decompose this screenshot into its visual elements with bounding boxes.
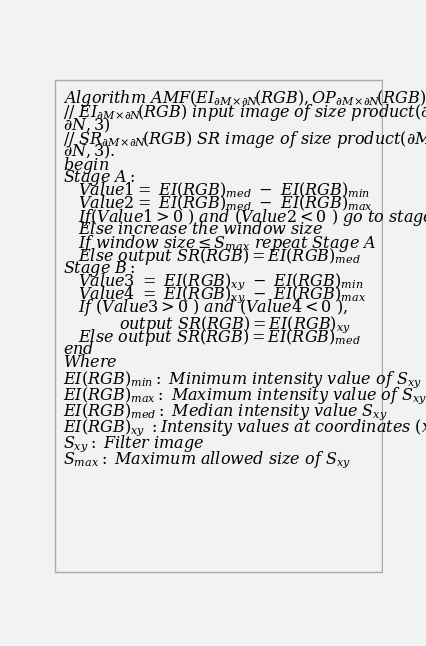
Text: $\mathit{Algorithm\ AMF(EI_{\partial M\!\times\!\partial N}\!(RGB),OP_{\partial : $\mathit{Algorithm\ AMF(EI_{\partial M\!… [63, 89, 426, 109]
Text: $\mathit{EI(RGB)_{xy}\ {:}Intensity\ values\ at\ coordinates\ (x,y)}$: $\mathit{EI(RGB)_{xy}\ {:}Intensity\ val… [63, 417, 426, 438]
Text: $\mathit{EI(RGB)_{min}{:}\ Minimum\ intensity\ value\ of\ S_{xy}}$: $\mathit{EI(RGB)_{min}{:}\ Minimum\ inte… [63, 370, 422, 390]
Text: $\mathit{Else\ output\ SR(RGB){=}EI(RGB)_{med}}$: $\mathit{Else\ output\ SR(RGB){=}EI(RGB)… [78, 245, 361, 267]
Text: $\mathit{Value2{=}\ EI(RGB)_{med}\ -\ EI(RGB)_{max}}$: $\mathit{Value2{=}\ EI(RGB)_{med}\ -\ EI… [78, 194, 373, 213]
Text: $\mathit{EI(RGB)_{med}{:}\ Median\ intensity\ value\ S_{xy}}$: $\mathit{EI(RGB)_{med}{:}\ Median\ inten… [63, 401, 388, 422]
Text: $\mathit{//\ EI_{\partial M\!\times\!\partial N}\!(RGB)\ input\ image\ of\ size\: $\mathit{//\ EI_{\partial M\!\times\!\pa… [63, 103, 426, 123]
Text: $\mathit{\partial N,3)}$: $\mathit{\partial N,3)}$ [63, 116, 111, 134]
Text: $\mathit{\partial N,3).}$: $\mathit{\partial N,3).}$ [63, 141, 115, 161]
Text: $\mathit{S_{xy}{:}\ Filter\ image}$: $\mathit{S_{xy}{:}\ Filter\ image}$ [63, 433, 204, 454]
Text: $\mathit{If\ window\ size \leq S_{max}\ repeat\ Stage\ A}$: $\mathit{If\ window\ size \leq S_{max}\ … [78, 233, 377, 254]
Text: $\mathit{Value4\ {=}\ EI(RGB)_{xy}\ -\ EI(RGB)_{max}}$: $\mathit{Value4\ {=}\ EI(RGB)_{xy}\ -\ E… [78, 284, 366, 306]
Text: $\mathit{Else\ increase\ the\ window\ size}$: $\mathit{Else\ increase\ the\ window\ si… [78, 220, 323, 237]
Text: $\mathit{//\ SR_{\partial M\!\times\!\partial N}\!(RGB)\ SR\ image\ of\ size\ pr: $\mathit{//\ SR_{\partial M\!\times\!\pa… [63, 129, 426, 150]
Text: $\mathit{Else\ output\ SR(RGB){=}EI(RGB)_{med}}$: $\mathit{Else\ output\ SR(RGB){=}EI(RGB)… [78, 328, 361, 348]
Text: $\mathit{Value1{=}\ EI(RGB)_{med}\ -\ EI(RGB)_{min}}$: $\mathit{Value1{=}\ EI(RGB)_{med}\ -\ EI… [78, 181, 370, 200]
Text: $\mathit{begin}$: $\mathit{begin}$ [63, 154, 109, 176]
Text: $\mathit{S_{max}{:}\ Maximum\ allowed\ size\ of\ S_{xy}}$: $\mathit{S_{max}{:}\ Maximum\ allowed\ s… [63, 449, 351, 470]
Text: $\mathit{If\ (Value3>0\ )\ and\ (Value4<0\ ),}$: $\mathit{If\ (Value3>0\ )\ and\ (Value4<… [78, 297, 348, 318]
Text: $\mathit{EI(RGB)_{max}{:}\ Maximum\ intensity\ value\ of\ S_{xy}}$: $\mathit{EI(RGB)_{max}{:}\ Maximum\ inte… [63, 386, 426, 406]
FancyBboxPatch shape [55, 80, 382, 572]
Text: $\mathit{Where}$: $\mathit{Where}$ [63, 353, 118, 370]
Text: $\mathit{Stage\ B:}$: $\mathit{Stage\ B:}$ [63, 258, 135, 278]
Text: $\mathit{output\ SR(RGB){=}EI(RGB)_{xy}}$: $\mathit{output\ SR(RGB){=}EI(RGB)_{xy}}… [119, 315, 351, 335]
Text: $\mathit{Value3\ {=}\ EI(RGB)_{xy}\ -\ EI(RGB)_{min}}$: $\mathit{Value3\ {=}\ EI(RGB)_{xy}\ -\ E… [78, 271, 363, 293]
Text: $\mathit{end}$: $\mathit{end}$ [63, 340, 95, 357]
Text: $\mathit{If(Value1>0\ )\ and\ (Value2<0\ )\ go\ to\ stage\ B}$: $\mathit{If(Value1>0\ )\ and\ (Value2<0\… [78, 207, 426, 228]
Text: $\mathit{Stage\ A:}$: $\mathit{Stage\ A:}$ [63, 168, 135, 188]
